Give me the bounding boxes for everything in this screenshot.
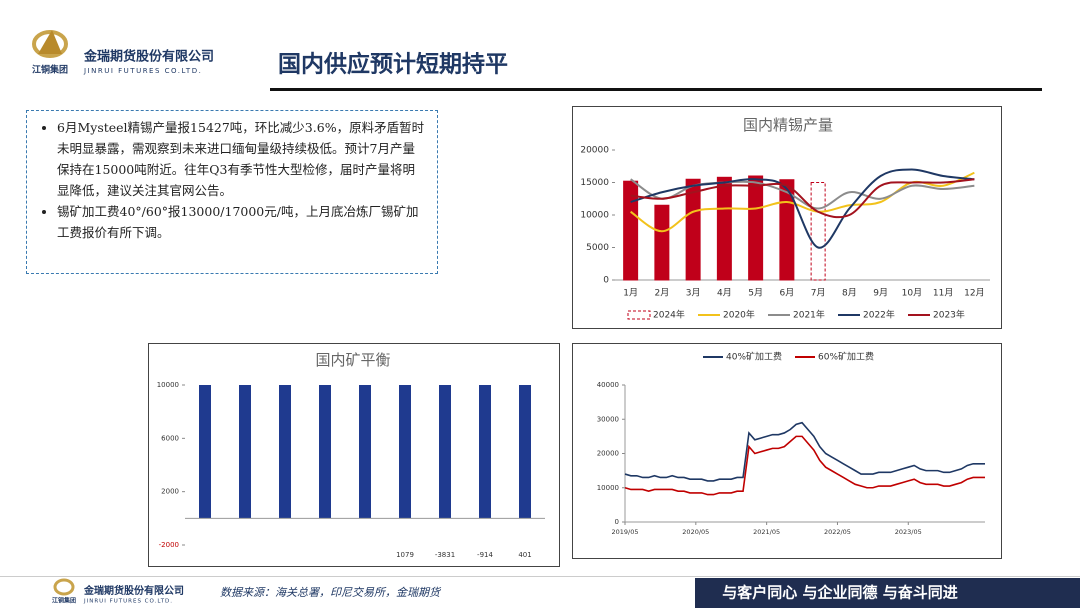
bar (399, 385, 411, 519)
bullet: 锡矿加工费40°/60°报13000/17000元/吨，上月底冶炼厂锡矿加工费报… (57, 201, 427, 243)
bullet-box: 6月Mysteel精锡产量报15427吨，环比减少3.6%，原料矛盾暂时未明显暴… (26, 110, 438, 274)
bar (319, 385, 331, 519)
x-tick-label: 1月 (623, 288, 638, 299)
annotation: -3831 (435, 551, 455, 559)
footer-logo (53, 578, 75, 596)
x-tick-label: 12月 (964, 288, 984, 299)
x-tick-label: 2020/05 (682, 528, 709, 536)
slogan: 与客户同心 与企业同德 与奋斗同进 (722, 584, 957, 602)
footer-rule (0, 576, 1080, 577)
chart-title: 国内精锡产量 (743, 116, 833, 134)
x-tick-label: 4月 (717, 288, 732, 299)
y-tick-label: 40000 (597, 381, 619, 389)
y-tick-label: 10000 (157, 381, 179, 389)
x-tick-label: 7月 (811, 288, 826, 299)
company-en: JINRUI FUTURES CO.LTD. (83, 67, 202, 75)
legend-swatch (627, 310, 651, 320)
company-name: 金瑞期货股份有限公司 (83, 49, 214, 65)
data-source: 数据来源：海关总署，印尼交易所，金瑞期货 (220, 586, 442, 599)
x-tick-label: 10月 (902, 288, 922, 299)
bar (654, 204, 670, 281)
line (624, 421, 985, 482)
y-tick-label: 20000 (580, 146, 609, 156)
legend-label: 2024年 (653, 309, 685, 321)
line (624, 435, 985, 496)
group-name: 江铜集团 (32, 64, 68, 76)
page-title: 国内供应预计短期持平 (278, 51, 508, 78)
y-tick-label: 15000 (580, 178, 609, 188)
bar (623, 180, 639, 281)
footer-company: 金瑞期货股份有限公司 (83, 584, 184, 597)
legend-label: 60%矿加工费 (818, 351, 874, 363)
slogan-bar (695, 578, 1080, 608)
x-tick-label: 2019/05 (611, 528, 638, 536)
y-tick-label: 2000 (161, 488, 179, 496)
line (630, 178, 975, 219)
bullet: 6月Mysteel精锡产量报15427吨，环比减少3.6%，原料矛盾暂时未明显暴… (57, 117, 427, 201)
y-tick-label: 10000 (597, 484, 619, 492)
y-tick-label: 30000 (597, 415, 619, 423)
chart-title: 国内矿平衡 (315, 351, 390, 369)
legend-label: 2020年 (723, 309, 755, 321)
chart-frame (148, 343, 560, 567)
x-tick-label: 2021/05 (753, 528, 780, 536)
footer-company-en: JINRUI FUTURES CO.LTD. (83, 599, 173, 605)
bar (359, 385, 371, 519)
title-rule (270, 88, 1042, 91)
legend-label: 2022年 (863, 309, 895, 321)
bar (239, 385, 251, 519)
x-tick-label: 2022/05 (824, 528, 851, 536)
bar (810, 182, 826, 281)
footer-group: 江铜集团 (52, 597, 76, 605)
x-tick-label: 11月 (933, 288, 953, 299)
y-tick-label: 6000 (161, 434, 179, 442)
y-tick-label: 20000 (597, 450, 619, 458)
bar (748, 175, 764, 281)
bar (716, 176, 732, 281)
y-tick-label: 0 (603, 276, 609, 286)
legend-label: 2021年 (793, 309, 825, 321)
annotation: 401 (518, 551, 531, 559)
bar (279, 385, 291, 519)
legend-label: 2023年 (933, 309, 965, 321)
logo (32, 30, 68, 58)
legend-label: 40%矿加工费 (726, 351, 782, 363)
x-tick-label: 8月 (842, 288, 857, 299)
annotation: 1079 (396, 551, 414, 559)
annotation: -914 (477, 551, 493, 559)
y-tick-label: 10000 (580, 211, 609, 221)
x-tick-label: 2月 (655, 288, 670, 299)
x-tick-label: 6月 (780, 288, 795, 299)
x-tick-label: 9月 (873, 288, 888, 299)
bar (779, 179, 795, 281)
bar (685, 178, 701, 281)
bar (199, 385, 211, 519)
bar (439, 385, 451, 519)
bar (479, 385, 491, 519)
x-tick-label: 3月 (686, 288, 701, 299)
y-tick-label: 0 (615, 518, 619, 526)
chart-frame (572, 343, 1002, 559)
chart-frame (572, 106, 1002, 329)
line (630, 168, 975, 249)
x-tick-label: 5月 (748, 288, 763, 299)
y-tick-label: 5000 (586, 243, 609, 253)
x-tick-label: 2023/05 (895, 528, 922, 536)
bar (519, 385, 531, 519)
bullet-list: 6月Mysteel精锡产量报15427吨，环比减少3.6%，原料矛盾暂时未明显暴… (35, 117, 427, 243)
y-tick-label: -2000 (159, 541, 179, 549)
